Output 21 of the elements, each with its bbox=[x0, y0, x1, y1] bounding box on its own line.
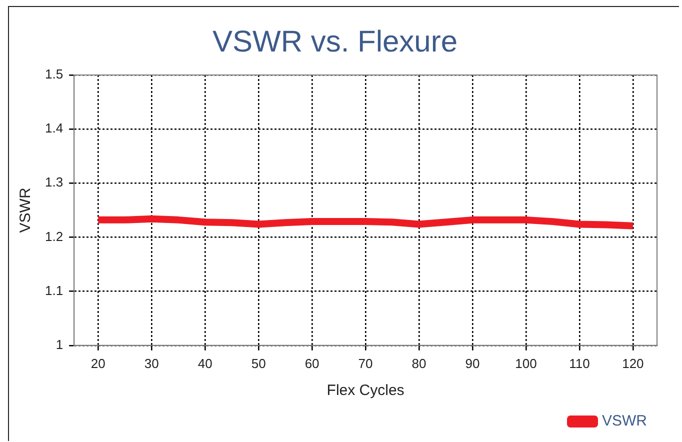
x-tick-label: 30 bbox=[144, 356, 159, 371]
x-tick-label: 60 bbox=[304, 356, 320, 371]
y-tick-label: 1 bbox=[56, 336, 64, 352]
x-tick-label: 90 bbox=[465, 356, 480, 371]
x-tick-label: 80 bbox=[412, 356, 426, 371]
y-tick-label: 1.3 bbox=[44, 174, 64, 190]
x-tick-label: 120 bbox=[622, 356, 644, 371]
x-tick-label: 40 bbox=[198, 356, 212, 371]
y-tick-label: 1.5 bbox=[44, 66, 64, 82]
x-tick-label: 100 bbox=[515, 356, 537, 371]
chart-title: VSWR vs. Flexure bbox=[212, 25, 458, 58]
x-tick-label: 110 bbox=[569, 356, 590, 371]
x-axis-title: Flex Cycles bbox=[326, 382, 404, 400]
y-tick-label: 1.2 bbox=[44, 228, 64, 244]
x-tick-label: 50 bbox=[251, 356, 266, 371]
y-tick-label: 1.4 bbox=[44, 120, 64, 136]
y-tick-label: 1.1 bbox=[44, 282, 64, 298]
legend-label: VSWR bbox=[602, 412, 648, 430]
x-tick-label: 70 bbox=[358, 356, 373, 371]
y-axis-title: VSWR bbox=[17, 188, 34, 233]
x-tick-label: 20 bbox=[90, 356, 106, 371]
